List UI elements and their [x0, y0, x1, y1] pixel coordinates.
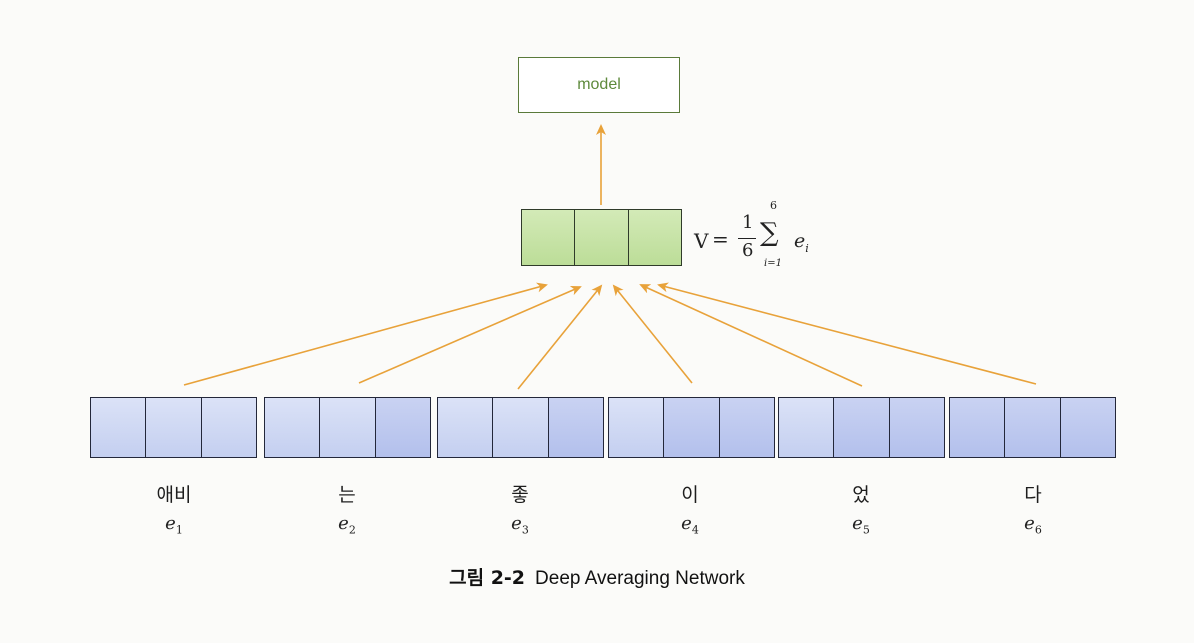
vector-cell [889, 398, 944, 457]
averaged-vector [521, 209, 682, 266]
term-letter: e [794, 230, 806, 252]
embedding-vector-3 [437, 397, 604, 458]
arrow-e1 [183, 282, 548, 386]
term-subscript: i [805, 241, 809, 255]
token-label-3: 좋 [511, 484, 529, 506]
vector-cell [201, 398, 256, 457]
formula-lhs: V [694, 229, 709, 253]
embedding-vector-6 [949, 397, 1116, 458]
figure-title: Deep Averaging Network [535, 568, 745, 589]
embedding-vector-4 [608, 397, 775, 458]
embedding-letter: e [165, 513, 176, 534]
vector-cell [575, 210, 629, 265]
vector-cell [834, 398, 890, 457]
fraction-bar [738, 238, 756, 240]
formula-term: ei [794, 230, 809, 255]
vector-cell [1060, 398, 1115, 457]
model-box: model [518, 57, 680, 113]
embedding-index: 6 [1034, 523, 1042, 537]
arrow-e2 [358, 285, 582, 384]
embedding-label-5: e5 [831, 513, 891, 537]
vector-cell [438, 398, 494, 457]
embedding-index: 2 [348, 523, 356, 537]
embedding-index: 1 [175, 523, 183, 537]
token-label-2: 는 [338, 484, 356, 506]
vector-cell [779, 398, 835, 457]
embedding-letter: e [338, 513, 349, 534]
formula-equals: = [712, 227, 729, 251]
embedding-label-1: e1 [144, 513, 204, 537]
embedding-label-3: e3 [490, 513, 550, 537]
sum-upper-limit: 6 [770, 199, 777, 212]
vector-cell [1005, 398, 1061, 457]
embedding-vector-1 [90, 397, 257, 458]
figure-number: 그림 2-2 [449, 567, 526, 589]
arrow-e6 [657, 282, 1037, 385]
embedding-vector-5 [778, 397, 945, 458]
sum-lower-limit: i=1 [764, 258, 782, 269]
model-label: model [577, 76, 621, 93]
formula-numerator: 1 [742, 212, 754, 233]
token-label-1: 애비 [156, 484, 192, 506]
embedding-label-6: e6 [1003, 513, 1063, 537]
vector-cell [91, 398, 147, 457]
vector-cell [628, 210, 681, 265]
token-label-6: 다 [1024, 484, 1042, 506]
vector-cell [548, 398, 603, 457]
vector-cell [493, 398, 549, 457]
vector-cell [522, 210, 576, 265]
embedding-letter: e [681, 513, 692, 534]
embedding-letter: e [852, 513, 863, 534]
vector-cell [609, 398, 665, 457]
arrow-e5 [639, 284, 863, 387]
embedding-index: 4 [691, 523, 699, 537]
sum-symbol: ∑ [760, 218, 779, 248]
vector-cell [146, 398, 202, 457]
embedding-letter: e [511, 513, 522, 534]
token-label-4: 이 [681, 484, 699, 506]
vector-cell [375, 398, 430, 457]
arrow-e4 [612, 284, 693, 384]
formula-denominator: 6 [742, 240, 754, 261]
embedding-label-4: e4 [660, 513, 720, 537]
embedding-index: 3 [521, 523, 529, 537]
vector-cell [719, 398, 774, 457]
average-formula: V = 1 6 ∑ 6 i=1 ei [694, 196, 844, 276]
vector-cell [664, 398, 720, 457]
token-label-5: 었 [852, 484, 870, 506]
embedding-vector-2 [264, 397, 431, 458]
vector-cell [265, 398, 321, 457]
arrow-e3 [517, 284, 603, 390]
embedding-label-2: e2 [317, 513, 377, 537]
embedding-index: 5 [862, 523, 870, 537]
embedding-letter: e [1024, 513, 1035, 534]
vector-cell [950, 398, 1006, 457]
vector-cell [320, 398, 376, 457]
figure-caption: 그림 2-2 Deep Averaging Network [0, 563, 1194, 590]
